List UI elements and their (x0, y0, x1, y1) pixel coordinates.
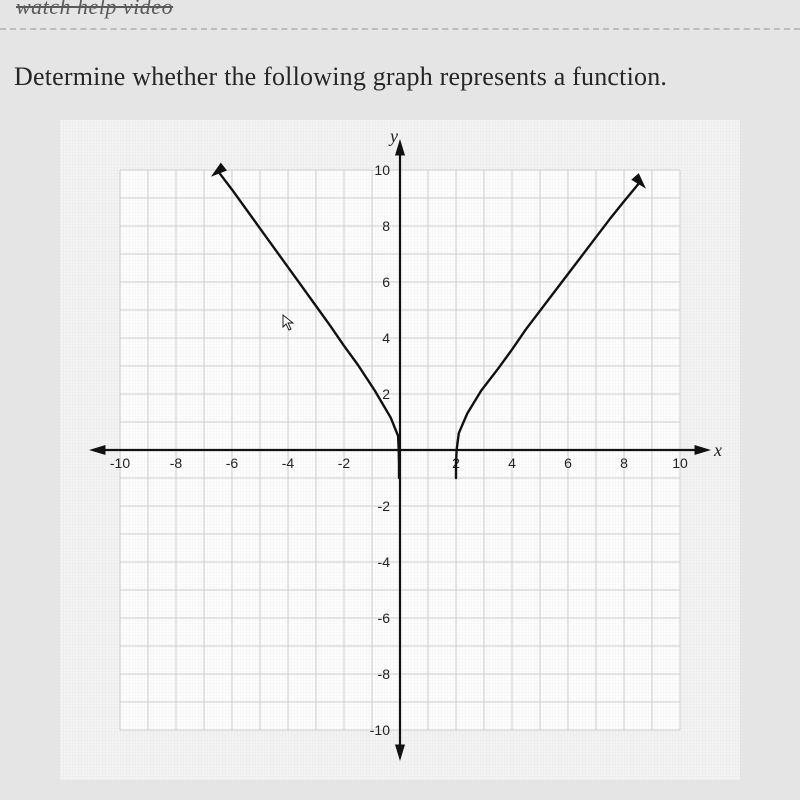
svg-text:-8: -8 (170, 455, 183, 471)
svg-text:x: x (713, 440, 722, 460)
svg-text:10: 10 (374, 162, 390, 178)
svg-text:4: 4 (382, 330, 390, 346)
svg-text:-10: -10 (370, 722, 390, 738)
function-graph: -10-8-6-4-2246810-10-8-6-4-2246810xy (60, 120, 740, 780)
question-text: Determine whether the following graph re… (14, 62, 786, 92)
svg-text:-2: -2 (338, 455, 351, 471)
watch-help-video-text: watch help video (16, 0, 173, 20)
svg-text:y: y (388, 126, 398, 146)
svg-text:2: 2 (382, 386, 390, 402)
svg-text:-6: -6 (226, 455, 239, 471)
svg-text:6: 6 (382, 274, 390, 290)
svg-text:-8: -8 (378, 666, 391, 682)
svg-text:8: 8 (382, 218, 390, 234)
separator (0, 28, 800, 30)
svg-text:-2: -2 (378, 498, 391, 514)
svg-text:10: 10 (672, 455, 688, 471)
chart-container: -10-8-6-4-2246810-10-8-6-4-2246810xy (60, 120, 740, 780)
svg-text:-10: -10 (110, 455, 130, 471)
svg-text:4: 4 (508, 455, 516, 471)
page-root: watch help video Determine whether the f… (0, 0, 800, 800)
svg-text:6: 6 (564, 455, 572, 471)
svg-text:-6: -6 (378, 610, 391, 626)
svg-text:8: 8 (620, 455, 628, 471)
svg-text:-4: -4 (282, 455, 295, 471)
svg-text:-4: -4 (378, 554, 391, 570)
